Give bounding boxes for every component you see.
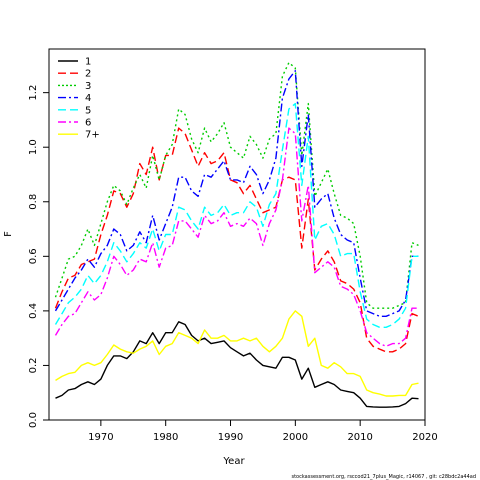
x-axis-title: Year xyxy=(222,456,245,467)
legend-label-4: 4 xyxy=(85,93,91,104)
series-line-3 xyxy=(54,61,419,309)
series-line-7plus xyxy=(55,310,419,397)
plot-area-frame xyxy=(48,48,426,421)
y-axis-title: F xyxy=(3,231,14,237)
series-line-6 xyxy=(54,127,419,347)
y-tick-label: 0.8 xyxy=(28,194,39,210)
legend-label-5: 5 xyxy=(85,105,91,116)
footer-credit: stockassessment.org, rsccod21_7plus_Magi… xyxy=(291,474,476,480)
series-line-1 xyxy=(55,321,419,408)
x-tick-label: 2020 xyxy=(412,432,437,443)
y-tick-label: 0.6 xyxy=(28,248,39,264)
y-tick-label: 0.0 xyxy=(28,412,39,428)
y-tick-label: 0.2 xyxy=(28,357,39,373)
series-layer xyxy=(54,61,419,408)
legend-label-1: 1 xyxy=(85,57,91,68)
series-line-4 xyxy=(54,70,419,317)
y-tick-label: 0.4 xyxy=(28,303,39,319)
y-tick-label: 1.2 xyxy=(28,85,39,101)
y-axis: 0.0 0.2 0.4 0.6 0.8 1.0 1.2 xyxy=(28,85,50,428)
legend-label-2: 2 xyxy=(85,69,91,80)
x-axis: 1970 1980 1990 2000 2010 2020 xyxy=(88,419,438,443)
series-line-2 xyxy=(54,127,419,353)
series-line-5 xyxy=(54,102,419,328)
legend-label-7plus: 7+ xyxy=(85,130,100,141)
x-tick-label: 1990 xyxy=(218,432,243,443)
x-tick-label: 1980 xyxy=(153,432,178,443)
y-tick-label: 1.0 xyxy=(28,139,39,155)
legend-label-6: 6 xyxy=(85,118,91,129)
legend-label-3: 3 xyxy=(85,81,91,92)
x-tick-label: 2000 xyxy=(283,432,308,443)
x-tick-label: 2010 xyxy=(347,432,372,443)
x-tick-label: 1970 xyxy=(88,432,113,443)
